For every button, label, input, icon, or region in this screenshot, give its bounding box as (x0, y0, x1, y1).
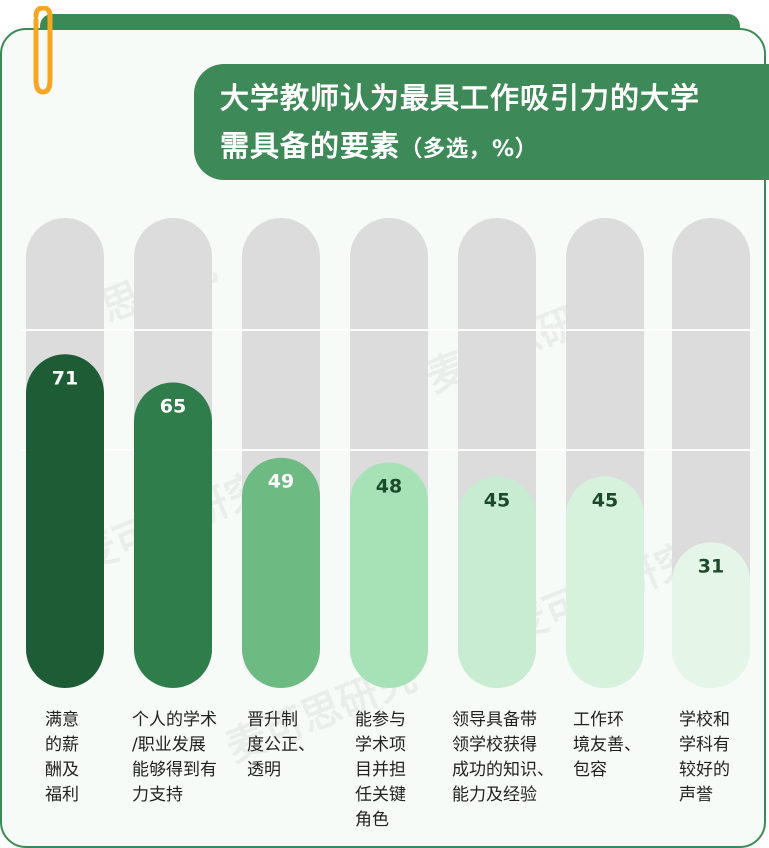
category-label-line: 目并担 (355, 760, 406, 780)
category-label-line: 学科有 (679, 735, 730, 755)
category-label: 个人的学术/职业发展能够得到有力支持 (132, 708, 232, 808)
category-label-line: 度公正、 (247, 735, 315, 755)
category-label-line: 境友善、 (573, 735, 641, 755)
category-label-line: 透明 (247, 760, 281, 780)
category-label-line: 福利 (45, 785, 79, 805)
chart-title-line-2: 需具备的要素 (220, 129, 401, 163)
category-label-line: 领学校获得 (452, 735, 537, 755)
category-label-line: 满意 (45, 710, 79, 730)
bar (26, 354, 104, 688)
bar-value-label: 45 (592, 490, 618, 512)
category-label: 能参与学术项目并担任关键角色 (355, 708, 455, 833)
category-label-line: 学校和 (679, 710, 730, 730)
category-label-line: 较好的 (679, 760, 730, 780)
bar (458, 476, 536, 688)
bar-value-label: 65 (160, 396, 186, 418)
category-label-line: 成功的知识、 (452, 760, 554, 780)
category-label: 工作环 境友善、 包容 (573, 708, 673, 783)
category-label-line: 晋升制 (247, 710, 298, 730)
category-label: 学校和学科有较好的声誉 (679, 708, 769, 808)
category-label-line: 任关键 (355, 785, 406, 805)
bar-value-label: 49 (268, 471, 294, 493)
category-label-line: 工作环 (573, 710, 624, 730)
category-label-line: 能够得到有 (132, 760, 217, 780)
category-label-line: 的薪 (45, 735, 79, 755)
category-label-line: 个人的学术 (132, 710, 217, 730)
bar (350, 462, 428, 688)
category-label: 领导具备带领学校获得成功的知识、 能力及经验 (452, 708, 554, 808)
bar-value-label: 71 (52, 367, 78, 389)
bar (242, 457, 320, 688)
chart-title-line-1: 大学教师认为最具工作吸引力的大学 (220, 81, 701, 115)
category-label-line: 声誉 (679, 785, 713, 805)
category-label-line: 领导具备带 (452, 710, 537, 730)
bar (566, 476, 644, 688)
bar-value-label: 31 (698, 555, 724, 577)
category-label-line: 酬及 (45, 760, 79, 780)
category-label-line: 能力及经验 (452, 785, 537, 805)
bar (672, 542, 750, 688)
category-label-line: 学术项 (355, 735, 406, 755)
category-label-line: 角色 (355, 810, 389, 830)
category-label-line: /职业发展 (132, 735, 206, 755)
paperclip-icon (33, 6, 53, 95)
card-top-band (40, 14, 740, 28)
category-label-line: 能参与 (355, 710, 406, 730)
chart-title-unit: （多选，%） (400, 137, 539, 162)
bar-value-label: 45 (484, 490, 510, 512)
category-label: 晋升制 度公正、 透明 (247, 708, 347, 783)
category-label-line: 包容 (573, 760, 607, 780)
category-label: 满意 的薪 酬及 福利 (45, 708, 145, 808)
bar (134, 382, 212, 688)
chart-title-box: 大学教师认为最具工作吸引力的大学 需具备的要素（多选，%） (194, 64, 769, 180)
category-label-line: 力支持 (132, 785, 183, 805)
bar-value-label: 48 (376, 475, 402, 497)
